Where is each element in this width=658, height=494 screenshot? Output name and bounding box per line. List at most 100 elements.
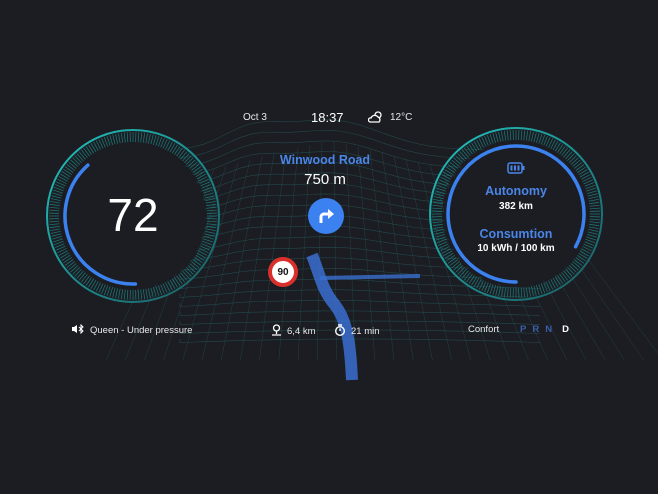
gauge-tick [118,288,121,299]
gauge-tick [167,281,173,291]
gauge-tick [589,223,600,227]
terrain-line [163,165,227,361]
gauge-tick [528,131,531,142]
gauge-tick [49,225,60,229]
gear-d[interactable]: D [562,324,569,335]
gauge-tick [157,136,163,147]
gauge-tick [582,246,592,252]
gauge-tick [446,166,455,173]
gear-r[interactable]: R [532,324,540,335]
gauge-tick [449,259,458,267]
gear-selector[interactable]: P R N D [520,324,569,335]
gauge-tick [80,149,88,158]
media-info[interactable]: Queen - Under pressure [71,323,192,337]
gauge-tick [583,243,593,249]
gauge-tick [589,218,600,221]
gauge-tick [441,248,451,254]
gauge-tick [501,131,504,142]
gauge-tick [461,149,469,158]
gauge-tick [466,145,473,155]
gauge-tick [468,144,475,153]
gauge-tick [206,223,217,226]
battery-icon [507,161,525,179]
gauge-tick [137,289,140,300]
gauge-tick [196,173,206,180]
gauge-tick [165,140,171,150]
gauge-tick [548,280,554,290]
gauge-tick [147,133,151,144]
gear-p[interactable]: P [520,324,527,335]
gauge-tick [530,131,534,142]
gauge-tick [563,270,571,279]
gauge-tick [191,261,200,269]
gauge-tick [169,279,176,289]
terrain-line [393,155,433,361]
gauge-tick [198,176,208,182]
gauge-tick [476,139,482,149]
gauge-tick [52,236,62,240]
gauge-tick [579,171,589,178]
gauge-tick [83,275,90,285]
gear-n[interactable]: N [545,324,553,335]
gauge-tick [583,179,593,185]
gauge-tick [523,287,526,298]
gauge-tick [205,228,216,231]
gauge-tick [57,248,67,254]
terrain-line [240,153,275,361]
gauge-tick [439,243,449,249]
gauge-tick [90,279,97,289]
gauge-tick [126,289,129,300]
gauge-tick [463,147,471,156]
gauge-tick [147,288,151,299]
terrain-line [179,119,541,151]
gauge-tick [552,141,559,151]
turn-right-arrow-icon[interactable] [308,198,344,234]
gauge-tick [204,236,214,240]
gauge-tick [106,135,111,146]
remaining-time: 21 min [334,324,380,339]
gauge-tick [550,279,556,289]
gauge-tick [481,281,487,291]
terrain-line [333,140,337,361]
gauge-tick [455,265,464,273]
gauge-tick [150,134,154,145]
gauge-tick [568,155,577,163]
gauge-tick [530,286,534,297]
drive-mode[interactable]: Confort [468,324,500,335]
gauge-tick [489,284,494,295]
gauge-outer-ring [46,129,220,303]
gauge-tick [540,283,546,294]
gauge-tick [439,179,449,185]
gauge-tick [95,140,101,150]
gauge-tick [435,234,445,238]
speed-limit-sign: 90 [268,257,298,287]
gauge-tick [557,275,564,284]
gauge-tick [495,132,499,143]
gauge-tick [492,133,496,143]
gauge-tick [171,278,178,288]
gauge-tick [72,157,81,165]
speed-value: 72 [107,189,159,241]
partly-cloudy-sun-icon [367,110,384,129]
gauge-tick [52,189,63,194]
gauge-tick [70,159,79,167]
gauge-tick [57,178,67,184]
gauge-tick [109,287,113,297]
terrain-line [220,156,263,361]
gauge-tick [58,250,68,256]
gauge-face [444,142,588,286]
gauge-tick [204,195,215,199]
gauge-tick [140,289,143,300]
gauge-tick [118,133,121,144]
gauge-tick [495,285,499,296]
gauge-tick [189,161,198,169]
terrain-line [405,158,452,361]
location-pin-icon [271,324,282,339]
gauge-tick [509,287,512,298]
gauge-tick [115,133,119,144]
gauge-tick [533,132,537,143]
gauge-tick [142,132,146,143]
gauge-tick [574,259,583,267]
gauge-tick [457,266,465,275]
stopwatch-icon [334,324,346,339]
